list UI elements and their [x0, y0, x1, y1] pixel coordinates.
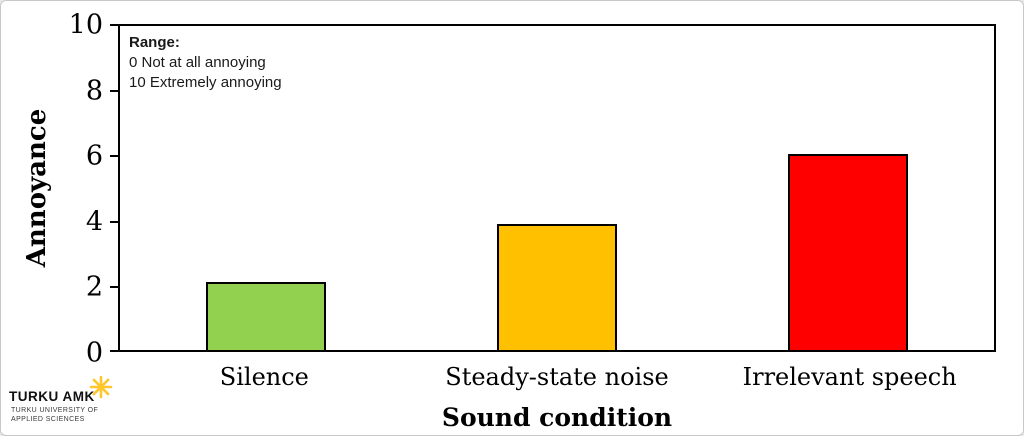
star-icon	[89, 375, 113, 399]
y-tick-label: 6	[85, 140, 103, 172]
plot-area	[118, 24, 996, 352]
range-annotation-line: 0 Not at all annoying	[129, 54, 266, 71]
bar-steady-state-noise	[497, 224, 617, 350]
y-tick-mark	[110, 89, 119, 92]
logo-subtitle-line: APPLIED SCIENCES	[11, 416, 85, 423]
y-tick-label: 4	[85, 206, 103, 238]
range-annotation: Range: 0 Not at all annoying 10 Extremel…	[129, 33, 282, 93]
x-tick-label: Silence	[219, 363, 309, 391]
y-tick-mark	[110, 220, 119, 223]
y-tick-label: 10	[68, 9, 103, 41]
bar-silence	[205, 282, 326, 350]
x-axis-title: Sound condition	[441, 403, 673, 432]
bar-irrelevant-speech	[788, 154, 909, 350]
logo-subtitle-line: TURKU UNIVERSITY OF	[11, 407, 99, 414]
x-tick-label: Irrelevant speech	[742, 363, 957, 391]
y-axis-title: Annoyance	[22, 108, 52, 268]
y-tick-mark	[110, 24, 119, 26]
y-tick-mark	[110, 286, 119, 289]
y-tick-label: 0	[85, 337, 103, 369]
x-tick-label: Steady-state noise	[445, 363, 669, 391]
range-annotation-heading: Range:	[129, 34, 180, 51]
range-annotation-line: 10 Extremely annoying	[129, 74, 282, 91]
y-tick-mark	[110, 155, 119, 158]
logo-title: TURKU AMK	[9, 389, 95, 404]
y-tick-label: 2	[85, 271, 103, 303]
y-tick-label: 8	[85, 75, 103, 107]
y-tick-mark	[110, 350, 119, 352]
